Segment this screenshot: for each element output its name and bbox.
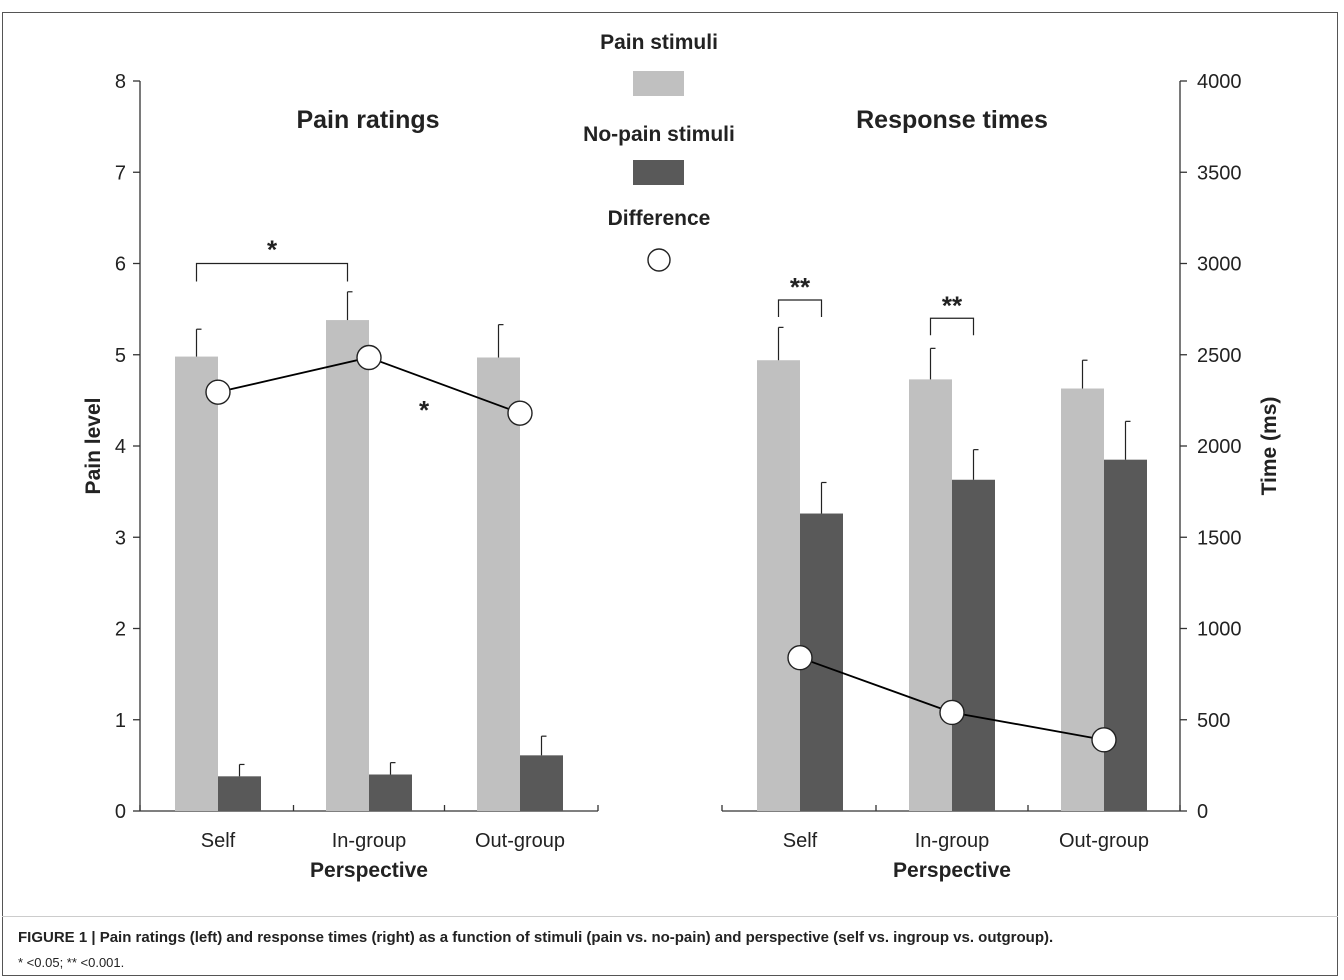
rt-significance-bracket xyxy=(929,317,975,336)
legend-label-difference: Difference xyxy=(608,207,711,230)
ratings-x-tick-label: In-group xyxy=(332,830,407,852)
rt-x-tick-label: Out-group xyxy=(1059,830,1149,852)
figure-frame xyxy=(2,12,1338,976)
ratings-y-axis-label: Pain level xyxy=(82,398,105,495)
ratings-significance-bracket xyxy=(195,262,349,282)
ratings-x-tick-label: Out-group xyxy=(475,830,565,852)
rt-y-tick-label: 1500 xyxy=(1197,527,1242,549)
ratings-bar-nopain xyxy=(520,755,563,811)
chart-canvas: Pain ratings 0 1 2 3 4 5 6 7 8 Pain level Self In-gr… xyxy=(82,31,1281,882)
ratings-bar-pain xyxy=(175,356,218,811)
ratings-bar-pain xyxy=(477,357,520,811)
ratings-significance-star: * xyxy=(267,235,278,265)
caption-main-text: FIGURE 1 | Pain ratings (left) and respo… xyxy=(18,929,1054,946)
legend-label-pain: Pain stimuli xyxy=(600,31,718,54)
ratings-x-axis-label: Perspective xyxy=(310,859,428,882)
rt-y-tick-label: 500 xyxy=(1197,710,1230,732)
rt-chart-title: Response times xyxy=(856,106,1048,134)
legend-marker-difference xyxy=(647,248,671,272)
rt-bar-nopain xyxy=(1104,459,1147,811)
rt-y-tick-label: 4000 xyxy=(1197,71,1242,93)
rt-significance-stars: ** xyxy=(942,290,963,320)
ratings-y-tick-label: 6 xyxy=(115,254,126,276)
legend-swatch-nopain xyxy=(633,160,684,185)
rt-difference-marker xyxy=(939,699,965,726)
rt-difference-marker xyxy=(1091,727,1117,753)
rt-y-tick-label: 2500 xyxy=(1197,345,1242,367)
caption-divider xyxy=(2,916,1338,917)
rt-difference-marker xyxy=(787,645,813,671)
rt-y-tick-label: 1000 xyxy=(1197,619,1242,641)
figure-caption: FIGURE 1 | Pain ratings (left) and respo… xyxy=(18,928,1328,972)
rt-x-axis-label: Perspective xyxy=(893,859,1011,882)
ratings-y-tick-label: 1 xyxy=(115,710,126,732)
ratings-y-tick-label: 0 xyxy=(115,801,126,823)
legend-label-nopain: No-pain stimuli xyxy=(583,123,735,146)
ratings-chart-title: Pain ratings xyxy=(296,106,439,134)
ratings-y-tick-label: 8 xyxy=(115,71,126,93)
rt-bar-pain xyxy=(909,379,952,811)
rt-y-tick-label: 0 xyxy=(1197,801,1208,823)
ratings-y-tick-label: 4 xyxy=(115,436,126,458)
ratings-bar-pain xyxy=(326,320,369,811)
rt-y-tick-label: 3000 xyxy=(1197,254,1242,276)
rt-significance-stars: ** xyxy=(790,272,811,302)
ratings-difference-marker xyxy=(356,344,382,371)
rt-significance-bracket xyxy=(777,299,823,317)
rt-y-tick-label: 2000 xyxy=(1197,436,1242,458)
ratings-bar-nopain xyxy=(369,774,412,811)
rt-x-tick-label: Self xyxy=(783,830,818,852)
ratings-y-tick-label: 3 xyxy=(115,527,126,549)
ratings-y-tick-label: 2 xyxy=(115,619,126,641)
ratings-significance-star: * xyxy=(419,395,430,425)
ratings-difference-marker xyxy=(205,379,231,405)
rt-y-axis-label: Time (ms) xyxy=(1258,397,1281,496)
ratings-difference-marker xyxy=(507,400,533,426)
rt-bar-pain xyxy=(757,360,800,811)
legend-swatch-pain xyxy=(633,71,684,96)
rt-bar-nopain xyxy=(952,479,995,811)
ratings-y-tick-label: 7 xyxy=(115,162,126,184)
ratings-y-tick-label: 5 xyxy=(115,345,126,367)
ratings-bar-nopain xyxy=(218,776,261,811)
rt-x-tick-label: In-group xyxy=(915,830,990,852)
caption-note-text: * <0.05; ** <0.001. xyxy=(18,955,125,970)
rt-y-tick-label: 3500 xyxy=(1197,162,1242,184)
ratings-x-tick-label: Self xyxy=(201,830,236,852)
